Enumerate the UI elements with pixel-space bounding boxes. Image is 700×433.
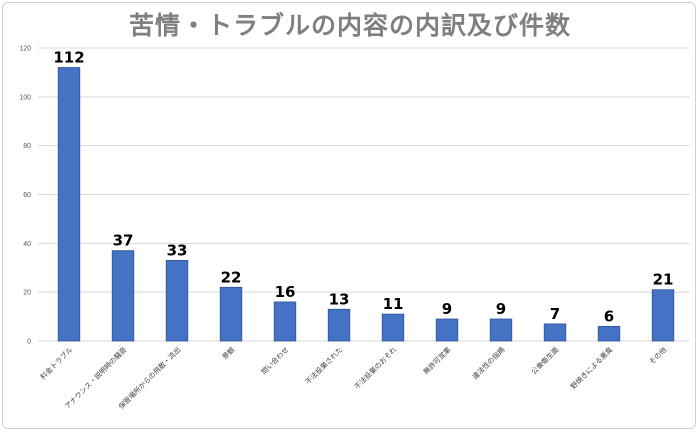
data-label: 6	[604, 307, 614, 325]
chart-frame	[2, 2, 696, 429]
data-label: 7	[550, 305, 560, 323]
y-tick-label: 100	[19, 94, 31, 101]
data-label: 9	[442, 300, 452, 318]
bar	[165, 260, 189, 342]
data-label: 33	[167, 241, 188, 259]
data-label: 13	[329, 290, 350, 308]
x-tick-label: 公衆衛生面	[529, 345, 560, 376]
data-label: 16	[275, 283, 296, 301]
bar	[543, 323, 567, 342]
x-tick-label: 保管場所からの飛散・流出	[117, 345, 183, 411]
x-tick-label: 料金トラブル	[38, 345, 74, 381]
data-label: 37	[113, 232, 134, 250]
data-label: 21	[653, 271, 674, 289]
bar	[597, 325, 621, 342]
x-tick-label: 景観	[220, 345, 236, 361]
y-tick-label: 0	[27, 339, 31, 346]
y-tick-label: 120	[19, 46, 31, 53]
x-tick-label: 不法投棄のおそれ	[352, 345, 398, 391]
y-tick-label: 60	[23, 192, 31, 199]
y-tick-label: 40	[23, 241, 31, 248]
bar	[435, 318, 459, 342]
x-tick-label: 違法性の指摘	[470, 345, 506, 381]
chart-title: 苦情・トラブルの内容の内訳及び件数	[128, 11, 571, 40]
x-tick-label: アナウンス・説明時の騒音	[63, 345, 129, 411]
x-tick-label: 問い合わせ	[259, 345, 290, 376]
y-tick-label: 80	[23, 143, 31, 150]
bar	[381, 313, 405, 342]
x-tick-label: 無許可営業	[421, 345, 452, 376]
bar	[489, 318, 513, 342]
data-label: 9	[496, 300, 506, 318]
x-tick-label: 不法投棄された	[303, 345, 344, 386]
x-tick-label: 野焼きによる悪臭	[569, 345, 615, 391]
data-label: 112	[53, 49, 84, 67]
y-tick-label: 20	[23, 290, 31, 297]
bar	[651, 289, 675, 342]
bar	[219, 286, 243, 342]
x-tick-label: その他	[647, 345, 668, 366]
bar	[111, 250, 135, 342]
bar	[273, 301, 297, 342]
data-label: 11	[383, 295, 404, 313]
bar	[327, 308, 351, 342]
bar	[57, 67, 81, 342]
data-label: 22	[221, 268, 242, 286]
